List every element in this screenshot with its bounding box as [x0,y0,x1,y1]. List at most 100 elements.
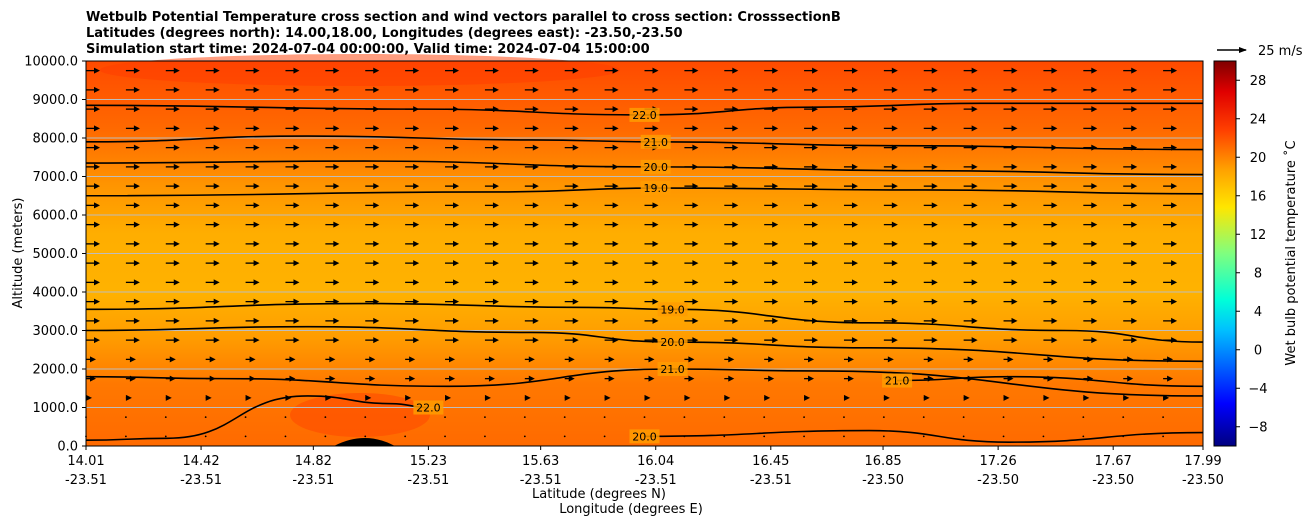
wind-vector [125,298,140,305]
x-axis-label-latitude: Latitude (degrees N) [532,487,666,502]
wind-vector [165,240,180,247]
wind-vector [245,394,252,401]
wind-vector [763,416,766,419]
wind-vector [922,435,925,438]
wind-vector [923,86,938,93]
wind-vector [405,298,420,305]
wind-vector [524,298,539,305]
chart-title-line-1: Wetbulb Potential Temperature cross sect… [86,10,841,25]
wind-vector [604,279,619,286]
wind-vector [524,337,539,344]
wind-vector [1163,279,1178,286]
wind-vector [1162,416,1165,419]
wind-vector [604,144,619,151]
wind-vector [724,375,735,382]
wind-vector [684,394,691,401]
wind-vector [723,435,726,438]
wind-vector [284,435,287,438]
wind-vector [564,337,579,344]
wind-vector [724,298,739,305]
wind-vector [445,375,456,382]
wind-vector [86,240,100,247]
wind-vector [245,260,260,267]
colorbar-label: Wet bulb potential temperature ˚C [1283,140,1299,365]
wind-vector [724,240,739,247]
contour-line [85,325,1204,363]
chart-title-line-3: Simulation start time: 2024-07-04 00:00:… [86,42,650,57]
wind-vector [86,125,100,132]
contour-label: 22.0 [416,402,441,415]
wind-vector [804,67,819,74]
wind-vector [963,86,978,93]
wind-vector [764,375,775,382]
wind-vector [164,435,167,438]
wind-vector [684,221,699,228]
contour-label-bg [640,159,671,174]
wind-vector [684,356,695,363]
wind-vector [963,183,978,190]
wind-vector [1123,375,1134,382]
wind-vector [684,202,699,209]
wind-vector [843,240,858,247]
wind-vector [484,279,499,286]
wind-vector [963,221,978,228]
wind-vector [843,375,854,382]
wind-vector [803,435,805,438]
wind-vector [1083,221,1098,228]
wind-vector [644,221,659,228]
wind-vector [205,240,220,247]
wind-vector [804,279,819,286]
wind-vector [245,298,260,305]
wind-vector [564,106,579,113]
wind-vector [644,86,659,93]
x-tick-label-lat: 14.82 [295,454,332,469]
wind-vector [444,435,446,438]
wind-vector [764,356,775,363]
wind-vector [923,125,938,132]
wind-vector [843,260,858,267]
wind-vector [843,86,858,93]
wind-vector [125,221,140,228]
wind-vector [644,240,659,247]
wind-vector [245,67,260,74]
wind-vector [883,202,898,209]
wind-vector [963,106,978,113]
quiver-key-label: 25 m/s [1258,44,1303,59]
wind-vector [285,202,300,209]
x-tick-label-lon: -23.51 [407,473,449,488]
wind-vector [124,416,127,419]
wind-vector [523,435,526,438]
wind-vector [963,356,974,363]
wind-vector [405,317,420,324]
wind-vector [1123,163,1138,170]
wind-vector [165,163,180,170]
colorbar-tick-label: 28 [1250,74,1267,89]
wind-vector [804,86,819,93]
wind-vector [245,163,260,170]
wind-vector [365,337,380,344]
y-tick-label: 7000.0 [33,170,79,185]
wind-vector [1163,240,1178,247]
wind-vector [1123,106,1138,113]
wind-vector [923,279,938,286]
wind-vector [524,183,539,190]
wind-vector [524,260,539,267]
wind-vector [165,144,180,151]
wind-vector [764,279,779,286]
wind-vector [1083,298,1098,305]
wind-vector [684,86,699,93]
wind-vector [205,356,216,363]
wind-vector [245,125,260,132]
wind-vector [843,125,858,132]
wind-vector [125,144,140,151]
wind-vector [245,221,260,228]
terrain [334,438,395,446]
wind-vector [1043,279,1058,286]
wind-vector [245,337,260,344]
wind-vector [604,125,619,132]
wind-vector [484,317,499,324]
wind-vector [764,298,779,305]
wind-vector [285,298,300,305]
wind-vector [165,221,180,228]
wind-vector [963,202,978,209]
